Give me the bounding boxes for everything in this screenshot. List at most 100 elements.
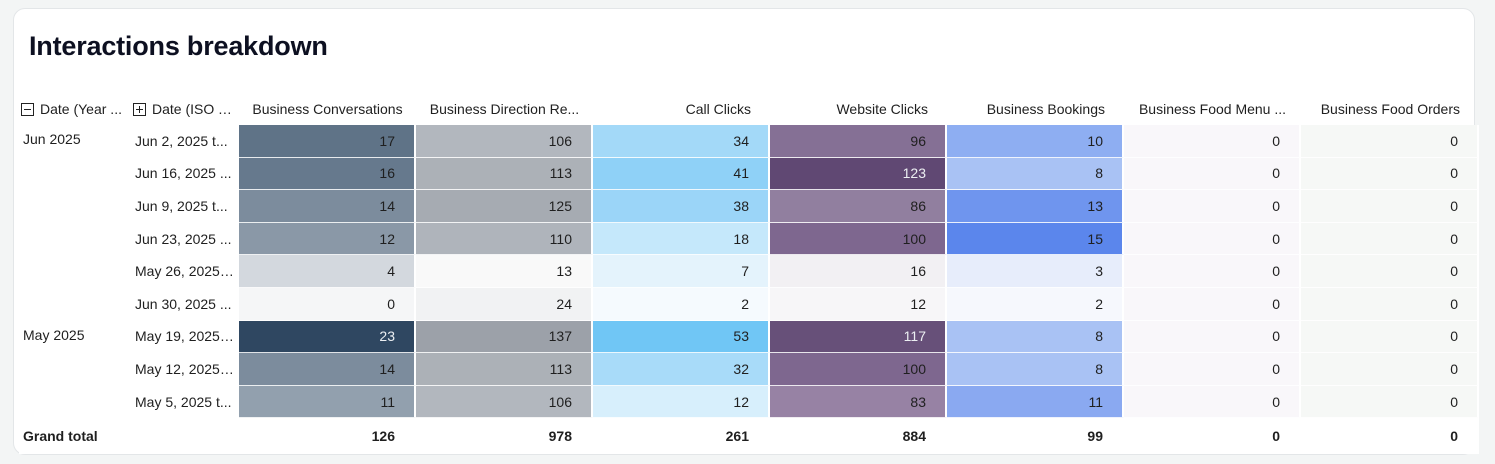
cell-call-clicks: 53 [593,320,770,354]
total-business-food-menu: 0 [1124,418,1301,455]
grand-total-row: Grand total 126 978 261 884 99 0 0 [19,418,1479,455]
total-business-conversations: 126 [239,418,416,455]
cell-website-clicks: 86 [770,190,947,223]
header-date-year[interactable]: Date (Year ... [19,93,131,125]
header-date-iso[interactable]: Date (ISO Y... [131,93,239,125]
row-date-year [19,190,131,223]
cell-business-conversations: 16 [239,157,416,191]
table-row[interactable]: May 5, 2025 t... 11 106 12 83 11 0 0 [19,385,1479,419]
total-business-food-orders: 0 [1301,418,1479,455]
cell-business-bookings: 8 [947,157,1124,191]
total-call-clicks: 261 [593,418,770,455]
row-date-iso-week[interactable]: Jun 2, 2025 t... [131,125,239,158]
cell-business-food-orders: 0 [1301,385,1479,419]
row-date-iso-week[interactable]: Jun 16, 2025 ... [131,158,239,191]
table-row[interactable]: Jun 16, 2025 ... 16 113 41 123 8 0 0 [19,157,1479,191]
cell-business-direction-requests: 125 [416,190,593,223]
table-row[interactable]: May 2025 May 19, 2025 ... 23 137 53 117 8 0 0 [19,320,1479,354]
cell-business-food-orders: 0 [1301,190,1479,223]
cell-call-clicks: 2 [593,287,770,321]
table-row[interactable]: Jun 23, 2025 ... 12 110 18 100 15 0 0 [19,222,1479,256]
cell-business-bookings: 8 [947,353,1124,386]
cell-business-direction-requests: 106 [416,125,593,158]
cell-business-food-orders: 0 [1301,157,1479,191]
row-date-iso-week[interactable]: May 19, 2025 ... [131,321,239,354]
table-row[interactable]: May 26, 2025 ... 4 13 7 16 3 0 0 [19,255,1479,288]
cell-business-bookings: 2 [947,287,1124,321]
cell-business-conversations: 14 [239,190,416,223]
cell-business-conversations: 12 [239,222,416,256]
header-business-bookings[interactable]: Business Bookings [986,101,1105,117]
cell-business-food-menu: 0 [1124,125,1301,158]
row-date-iso-week[interactable]: May 12, 2025 ... [131,353,239,386]
cell-business-food-orders: 0 [1301,125,1479,158]
cell-business-food-orders: 0 [1301,320,1479,354]
cell-business-conversations: 14 [239,353,416,386]
table-row[interactable]: Jun 30, 2025 ... 0 24 2 12 2 0 0 [19,287,1479,321]
cell-business-conversations: 23 [239,320,416,354]
cell-business-food-menu: 0 [1124,353,1301,386]
header-business-food-orders[interactable]: Business Food Orders [1320,101,1460,117]
row-date-year[interactable]: May 2025 [19,321,131,354]
cell-business-direction-requests: 113 [416,353,593,386]
interactions-breakdown-card: Interactions breakdown Date (Year ... Da… [13,8,1479,455]
table-row[interactable]: May 12, 2025 ... 14 113 32 100 8 0 0 [19,353,1479,386]
cell-business-food-menu: 0 [1124,320,1301,354]
header-business-conversations[interactable]: Business Conversations [252,101,403,117]
total-business-direction-requests: 978 [416,418,593,455]
cell-business-conversations: 4 [239,255,416,288]
cell-business-direction-requests: 137 [416,320,593,354]
cell-business-direction-requests: 113 [416,157,593,191]
pivot-table: Date (Year ... Date (ISO Y... Business C… [19,93,1479,455]
cell-website-clicks: 117 [770,320,947,354]
cell-website-clicks: 96 [770,125,947,158]
cell-call-clicks: 32 [593,353,770,386]
total-website-clicks: 884 [770,418,947,455]
cell-business-bookings: 10 [947,125,1124,158]
row-date-year [19,353,131,386]
table-body: Jun 2025 Jun 2, 2025 t... 17 106 34 96 10 0 0 Jun… [19,125,1479,455]
cell-call-clicks: 12 [593,385,770,419]
row-date-year[interactable]: Jun 2025 [19,125,131,158]
cell-call-clicks: 38 [593,190,770,223]
cell-business-food-menu: 0 [1124,255,1301,288]
row-date-iso-week[interactable]: Jun 30, 2025 ... [131,288,239,321]
total-business-bookings: 99 [947,418,1124,455]
cell-website-clicks: 12 [770,287,947,321]
row-date-year [19,288,131,321]
cell-website-clicks: 123 [770,157,947,191]
grand-total-label: Grand total [19,418,239,455]
collapse-icon[interactable] [21,103,34,116]
header-business-direction-requests[interactable]: Business Direction Re... [429,101,580,117]
cell-business-conversations: 0 [239,287,416,321]
row-date-year [19,255,131,288]
table-row[interactable]: Jun 2025 Jun 2, 2025 t... 17 106 34 96 10 0 0 [19,125,1479,158]
row-date-iso-week[interactable]: May 26, 2025 ... [131,255,239,288]
row-date-iso-week[interactable]: Jun 9, 2025 t... [131,190,239,223]
cell-business-food-orders: 0 [1301,255,1479,288]
cell-website-clicks: 83 [770,385,947,419]
header-website-clicks[interactable]: Website Clicks [836,101,928,117]
row-date-iso-week[interactable]: Jun 23, 2025 ... [131,223,239,256]
table-row[interactable]: Jun 9, 2025 t... 14 125 38 86 13 0 0 [19,190,1479,223]
header-call-clicks[interactable]: Call Clicks [685,101,751,117]
cell-business-bookings: 11 [947,385,1124,419]
cell-call-clicks: 18 [593,222,770,256]
row-date-iso-week[interactable]: May 5, 2025 t... [131,386,239,419]
cell-call-clicks: 41 [593,157,770,191]
cell-business-food-orders: 0 [1301,353,1479,386]
cell-business-food-orders: 0 [1301,287,1479,321]
cell-business-direction-requests: 13 [416,255,593,288]
chart-title: Interactions breakdown [29,31,328,61]
header-row: Date (Year ... Date (ISO Y... Business C… [19,93,1479,125]
cell-business-food-orders: 0 [1301,222,1479,256]
row-date-year [19,386,131,419]
cell-website-clicks: 16 [770,255,947,288]
cell-website-clicks: 100 [770,222,947,256]
cell-business-conversations: 17 [239,125,416,158]
cell-call-clicks: 7 [593,255,770,288]
header-business-food-menu[interactable]: Business Food Menu ... [1138,101,1287,117]
cell-business-bookings: 15 [947,222,1124,256]
header-date-year-label: Date (Year ... [40,101,122,117]
expand-icon[interactable] [133,103,146,116]
